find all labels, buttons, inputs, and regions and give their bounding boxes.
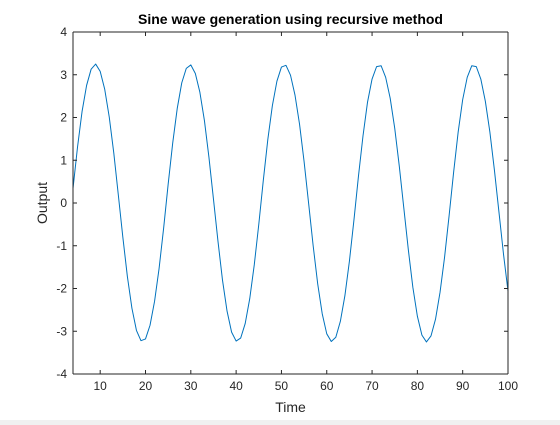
x-tick-label: 60 xyxy=(320,379,334,393)
y-tick-label: 4 xyxy=(60,25,67,39)
y-tick-label: -2 xyxy=(56,282,67,296)
x-tick-label: 100 xyxy=(498,379,518,393)
x-tick-label: 20 xyxy=(139,379,153,393)
y-tick-label: -3 xyxy=(56,324,67,338)
y-tick-label: -1 xyxy=(56,239,67,253)
y-tick-label: 2 xyxy=(60,111,67,125)
series-line-0 xyxy=(72,63,509,343)
x-tick-label: 90 xyxy=(456,379,470,393)
y-tick-label: -4 xyxy=(56,367,67,381)
x-tick-label: 50 xyxy=(275,379,289,393)
y-axis-label: Output xyxy=(34,182,50,224)
plot-content xyxy=(72,63,509,343)
x-tick-label: 30 xyxy=(184,379,198,393)
y-tick-label: 1 xyxy=(60,153,67,167)
x-tick-label: 10 xyxy=(94,379,108,393)
x-tick-label: 70 xyxy=(365,379,379,393)
x-tick-label: 40 xyxy=(229,379,243,393)
y-tick-label: 3 xyxy=(60,68,67,82)
y-tick-label: 0 xyxy=(60,196,67,210)
y-axis-ticks: -4 -3 -2 -1 0 1 2 3 4 xyxy=(56,25,508,381)
x-tick-label: 80 xyxy=(411,379,425,393)
x-axis-label: Time xyxy=(275,399,306,415)
plot-area-background xyxy=(73,32,508,374)
x-axis-ticks: 10 20 30 40 50 60 70 80 90 100 xyxy=(94,32,518,393)
chart-title: Sine wave generation using recursive met… xyxy=(138,11,443,27)
